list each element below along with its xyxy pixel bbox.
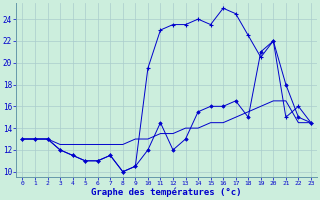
X-axis label: Graphe des températures (°c): Graphe des températures (°c) [92,188,242,197]
